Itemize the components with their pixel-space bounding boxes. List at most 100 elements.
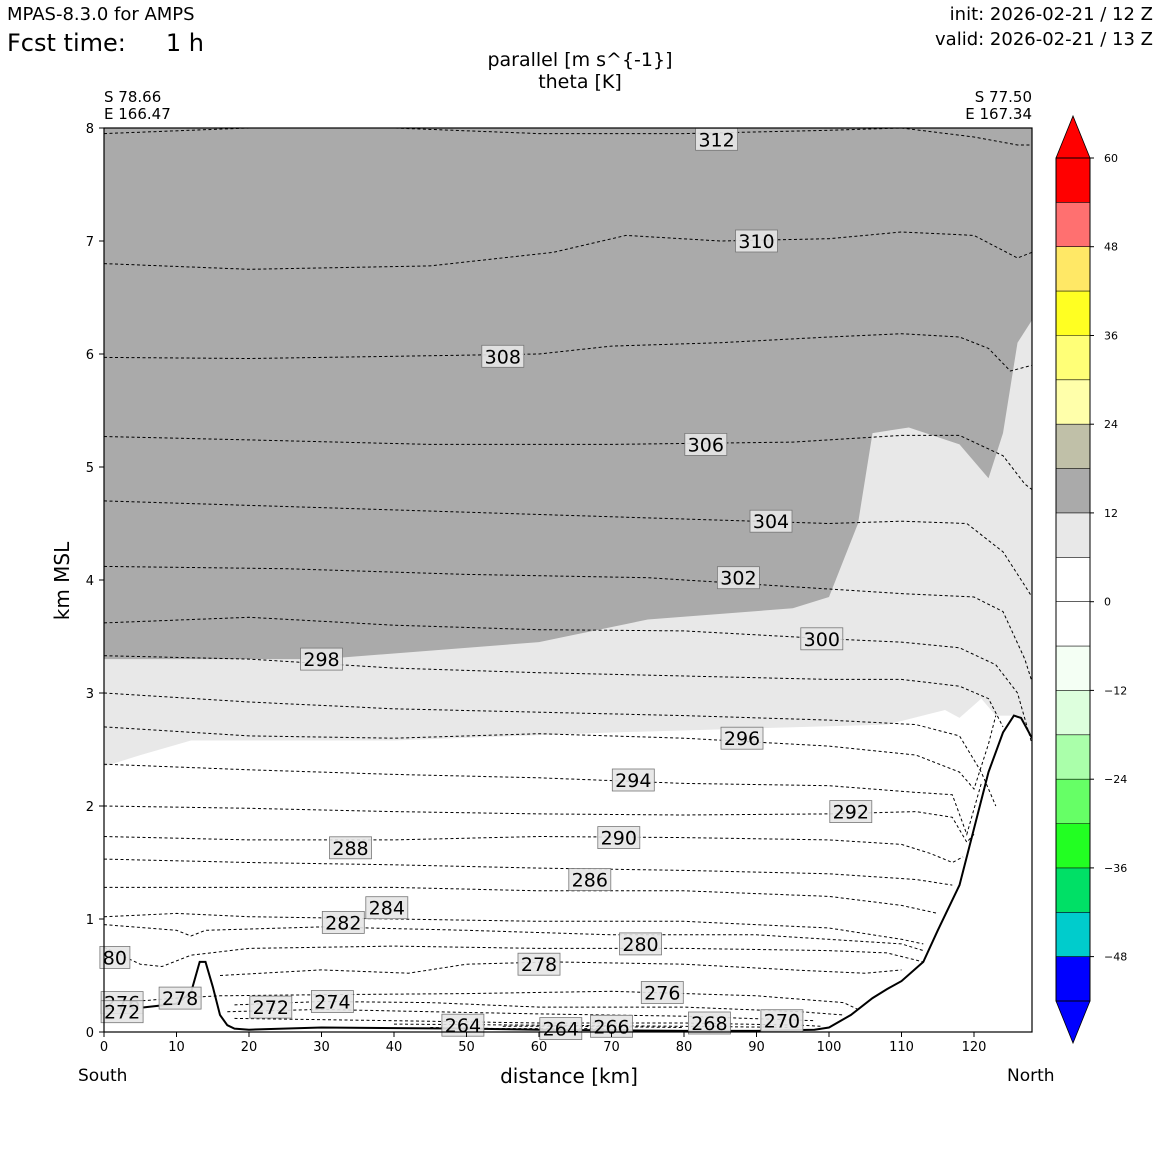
colorbar-tick-label: 48 xyxy=(1104,241,1118,254)
colorbar-segment-18 xyxy=(1056,158,1090,203)
theta-contour-300 xyxy=(104,616,1032,745)
colorbar-segment-10 xyxy=(1056,512,1090,558)
colorbar-segment-0 xyxy=(1056,956,1090,1001)
x-tick-label-60: 60 xyxy=(531,1040,548,1055)
contour-label-box-304 xyxy=(749,509,793,533)
theta-contour-302 xyxy=(104,565,1032,682)
forecast-time: Fcst time: 1 h xyxy=(7,29,204,57)
contour-label-box-302 xyxy=(717,566,760,590)
contour-label-box-290 xyxy=(597,826,641,849)
contour-label-box-282 xyxy=(321,911,365,934)
colorbar-segment-12 xyxy=(1056,424,1090,469)
contour-label-264: 264 xyxy=(445,1015,481,1037)
x-tick-label-10: 10 xyxy=(168,1040,185,1055)
contour-label-304: 304 xyxy=(753,511,789,533)
init-time: init: 2026-02-21 / 12 Z xyxy=(949,4,1153,25)
colorbar-tick-label: 0 xyxy=(1104,596,1111,609)
valid-time: valid: 2026-02-21 / 13 Z xyxy=(935,29,1153,50)
x-tick-label-50: 50 xyxy=(458,1040,475,1055)
x-tick-label-110: 110 xyxy=(889,1040,914,1055)
x-tick-label-90: 90 xyxy=(748,1040,765,1055)
contour-label-276: 276 xyxy=(644,983,680,1005)
colorbar-segment-6 xyxy=(1056,690,1090,735)
colorbar-segment-3 xyxy=(1056,823,1090,868)
contour-label-box-298 xyxy=(300,647,343,671)
forecast-time-value: 1 h xyxy=(165,29,204,57)
contour-label-box-292 xyxy=(829,800,873,823)
colorbar-segment-14 xyxy=(1056,335,1090,380)
contour-label-box-268 xyxy=(688,1011,731,1035)
contour-label-310: 310 xyxy=(738,231,774,253)
theta-contour-286 xyxy=(104,886,938,914)
contour-label-box-264 xyxy=(441,1013,485,1037)
colorbar-segment-9 xyxy=(1056,557,1090,602)
colorbar-over-arrow xyxy=(1055,114,1091,159)
colorbar-segment-4 xyxy=(1056,779,1090,824)
theta-contour-288 xyxy=(104,858,953,886)
theta-contour-276 xyxy=(104,990,859,1010)
x-tick-label-0: 0 xyxy=(100,1040,108,1055)
contour-label-box-272 xyxy=(249,995,293,1019)
contour-label-box-280 xyxy=(619,932,662,956)
colorbar-segment-11 xyxy=(1056,468,1090,513)
contour-label-box-286 xyxy=(568,868,612,891)
y-tick-label-8: 8 xyxy=(86,122,94,137)
chart-title: parallel [m s^{-1}] xyxy=(487,49,673,71)
left-endpoint-lon: E 166.47 xyxy=(104,105,171,123)
colorbar-segment-13 xyxy=(1056,379,1090,425)
theta-contour-274 xyxy=(234,1000,844,1016)
y-tick-label-7: 7 xyxy=(86,235,94,250)
colorbar-tick-label: 24 xyxy=(1104,418,1118,431)
contour-label-274: 274 xyxy=(314,992,350,1014)
contour-label-box-308 xyxy=(481,344,525,368)
contour-label-300: 300 xyxy=(804,629,840,651)
contour-label-box-272 xyxy=(100,1000,144,1024)
contour-label-294: 294 xyxy=(615,770,651,792)
y-tick-label-5: 5 xyxy=(86,461,94,476)
contour-label-278: 278 xyxy=(521,954,557,976)
y-tick-label-0: 0 xyxy=(86,1026,94,1041)
chart-subtitle: theta [K] xyxy=(538,71,622,93)
colorbar-segment-2 xyxy=(1056,867,1090,913)
theta-contour-278 xyxy=(219,961,902,976)
contour-label-272: 272 xyxy=(104,1002,140,1024)
contour-label-280: 280 xyxy=(622,934,658,956)
colorbar-under-arrow xyxy=(1055,1000,1091,1045)
contour-label-box-284 xyxy=(365,896,409,920)
colorbar-tick-label: 36 xyxy=(1104,330,1118,343)
contour-label-302: 302 xyxy=(720,568,756,590)
theta-contour-304 xyxy=(104,500,1032,598)
y-tick-label-3: 3 xyxy=(86,687,94,702)
contour-label-box-294 xyxy=(611,768,655,792)
contour-label-290: 290 xyxy=(601,828,637,850)
terrain-line xyxy=(104,714,1032,1032)
colorbar-tick-label: −24 xyxy=(1104,773,1127,786)
x-tick-label-100: 100 xyxy=(817,1040,842,1055)
colorbar-segment-17 xyxy=(1056,202,1090,247)
contour-label-box-288 xyxy=(329,836,372,860)
colorbar-tick-label: 12 xyxy=(1104,507,1118,520)
colorbar-segment-8 xyxy=(1056,601,1090,647)
contour-label-278: 278 xyxy=(162,988,198,1010)
contour-label-box-296 xyxy=(720,726,764,750)
theta-contour-310 xyxy=(104,231,1032,270)
contour-label-box-300 xyxy=(800,627,844,651)
colorbar-tick-label: 60 xyxy=(1104,152,1118,165)
dark-shade-region xyxy=(104,128,1032,660)
colorbar-segment-7 xyxy=(1056,646,1090,691)
y-tick-label-1: 1 xyxy=(86,913,94,928)
contour-label-272: 272 xyxy=(253,997,289,1019)
contour-label-264: 264 xyxy=(543,1019,579,1041)
contour-label-box-306 xyxy=(684,432,728,456)
right-endpoint-lat: S 77.50 xyxy=(974,88,1032,106)
colorbar-tick-label: −48 xyxy=(1104,951,1127,964)
colorbar-tick-label: −12 xyxy=(1104,684,1127,697)
contour-label-280: 80 xyxy=(103,947,127,969)
colorbar-segment-5 xyxy=(1056,734,1090,780)
y-tick-label-4: 4 xyxy=(86,574,94,589)
theta-contour-308 xyxy=(104,333,1032,372)
x-tick-label-40: 40 xyxy=(386,1040,403,1055)
contour-label-box-310 xyxy=(735,229,778,253)
x-axis-label: distance [km] xyxy=(500,1064,638,1088)
theta-contour-294 xyxy=(104,763,982,836)
